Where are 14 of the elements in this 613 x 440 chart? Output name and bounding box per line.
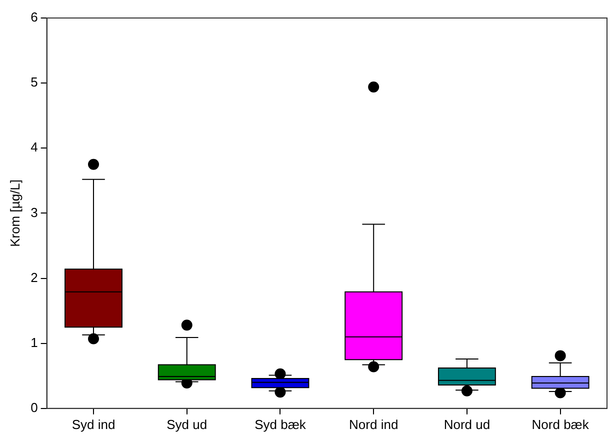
y-tick-label: 3	[30, 204, 38, 220]
y-tick-label: 0	[30, 400, 38, 415]
x-tick-label: Nord ind	[349, 416, 398, 432]
y-tick-label: 6	[30, 10, 38, 25]
x-tick-label: Syd ind	[72, 416, 116, 432]
y-axis-title: Krom [µg/L]	[7, 179, 22, 247]
y-tick-label: 1	[30, 334, 38, 350]
y-tick-label: 4	[30, 140, 38, 155]
x-tick-label: Syd bæk	[254, 416, 306, 432]
y-tick-label: 2	[30, 270, 38, 285]
x-tick-label: Nord bæk	[532, 416, 590, 432]
x-tick-label: Nord ud	[444, 416, 490, 432]
y-tick-label: 5	[30, 74, 38, 90]
x-tick-label: Syd ud	[166, 416, 208, 432]
